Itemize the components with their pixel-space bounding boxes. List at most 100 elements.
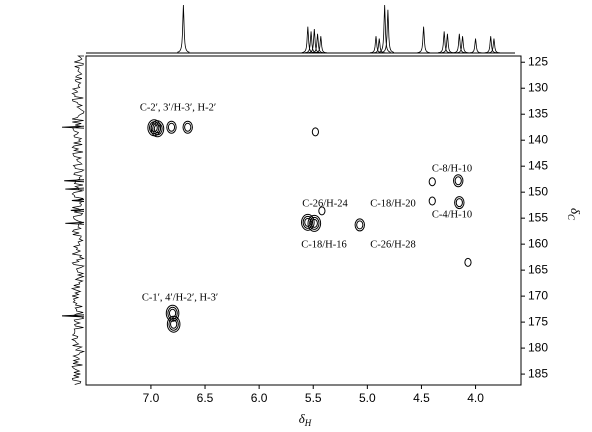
f1-peak — [65, 221, 85, 225]
contour-level — [168, 317, 179, 331]
f1-peak — [64, 179, 85, 183]
contour-level — [428, 196, 436, 206]
y-tick-label: 135 — [528, 106, 548, 120]
y-tick-label: 185 — [528, 366, 548, 380]
x-axis-label: δH — [299, 411, 312, 428]
f1-peak — [71, 199, 85, 202]
y-tick-label: 160 — [528, 236, 548, 250]
peak-annotation: C-18/H-20 — [370, 198, 416, 209]
x-tick-label: 4.0 — [467, 391, 484, 405]
cross-peak — [166, 315, 181, 333]
cross-peak — [150, 120, 165, 138]
contour-level — [455, 198, 463, 208]
contour-level — [167, 306, 178, 320]
f1-peak — [70, 208, 85, 212]
contour-level — [311, 127, 320, 137]
contour-level — [153, 124, 162, 134]
f2-peak — [417, 26, 430, 53]
cross-peak — [307, 214, 322, 232]
f2-peak — [314, 36, 327, 54]
contour-level — [166, 120, 177, 134]
y-tick-label: 175 — [528, 314, 548, 328]
cross-peak — [428, 196, 436, 206]
contour-level — [170, 319, 178, 329]
contour-level — [454, 176, 462, 186]
f2-peak — [441, 33, 454, 54]
f2-peak — [438, 31, 451, 54]
contour-level — [150, 120, 165, 138]
f2-peak — [308, 28, 321, 54]
peak-annotation: C-1′, 4′/H-2′, H-3′ — [142, 292, 218, 303]
f2-peak — [469, 38, 482, 54]
y-tick-label: 130 — [528, 80, 548, 94]
y-tick-label: 165 — [528, 262, 548, 276]
f2-peak — [381, 9, 395, 53]
x-tick-label: 5.0 — [359, 391, 376, 405]
contour-level — [302, 215, 314, 229]
plot-frame — [85, 55, 522, 386]
peak-annotation: C-18/H-16 — [301, 239, 347, 250]
cross-peak — [428, 177, 436, 187]
y-tick-label: 170 — [528, 288, 548, 302]
peak-annotation: C-26/H-24 — [302, 198, 348, 209]
f1-peak — [61, 314, 85, 318]
f2-peak — [487, 38, 500, 54]
x-tick-label: 6.0 — [251, 391, 268, 405]
x-tick-label: 5.5 — [305, 391, 322, 405]
contour-level — [167, 122, 176, 132]
contour-level — [310, 218, 318, 228]
cross-peak — [464, 257, 472, 267]
contour-level — [182, 120, 193, 134]
cross-peak — [454, 196, 465, 210]
contour-level — [464, 257, 472, 267]
f2-peak — [373, 38, 386, 54]
f1-peak — [61, 125, 85, 129]
cross-peak — [182, 120, 193, 134]
contour-level — [318, 206, 326, 216]
y-tick-label: 155 — [528, 210, 548, 224]
contour-level — [356, 220, 364, 230]
contour-level — [428, 177, 436, 187]
contour-level — [301, 213, 315, 231]
f2-peak — [378, 4, 391, 53]
peak-annotation: C-8/H-10 — [432, 163, 472, 174]
cross-peak — [166, 120, 177, 134]
f2-peak — [484, 36, 497, 54]
f2-peak — [311, 33, 324, 54]
y-tick-label: 145 — [528, 158, 548, 172]
x-tick-label: 4.5 — [413, 391, 430, 405]
cross-peak — [311, 127, 320, 137]
peak-annotation: C-4/H-10 — [432, 209, 472, 220]
contour-level — [453, 174, 464, 188]
y-tick-label: 150 — [528, 184, 548, 198]
x-tick-label: 7.0 — [143, 391, 160, 405]
contour-level — [152, 122, 163, 136]
contour-level — [184, 122, 192, 132]
contour-level — [168, 308, 177, 318]
x-tick-label: 6.5 — [197, 391, 214, 405]
contour-level — [354, 218, 365, 232]
peak-annotation: C-26/H-28 — [370, 239, 416, 250]
y-tick-label: 125 — [528, 54, 548, 68]
x-axis-label-symbol: δ — [299, 411, 306, 426]
f1-noise — [70, 55, 86, 385]
cross-peak — [354, 218, 365, 232]
f2-peak — [453, 33, 466, 54]
f1-peak — [65, 187, 85, 191]
peak-annotation: C-2′, 3′/H-3′, H-2′ — [140, 102, 216, 113]
x-axis-label-sub: H — [304, 418, 312, 428]
cross-peak — [318, 206, 326, 216]
y-axis-label: δC — [566, 208, 583, 221]
f2-peak — [456, 36, 469, 54]
f2-peak — [177, 4, 190, 53]
contour-level — [309, 216, 320, 230]
contour-level — [166, 315, 181, 333]
cross-peak — [453, 174, 464, 188]
f2-peak — [369, 36, 383, 54]
cross-peak — [165, 304, 180, 322]
f2-peak — [305, 31, 318, 54]
y-axis-label-symbol: δ — [568, 208, 583, 215]
contour-level — [454, 196, 465, 210]
